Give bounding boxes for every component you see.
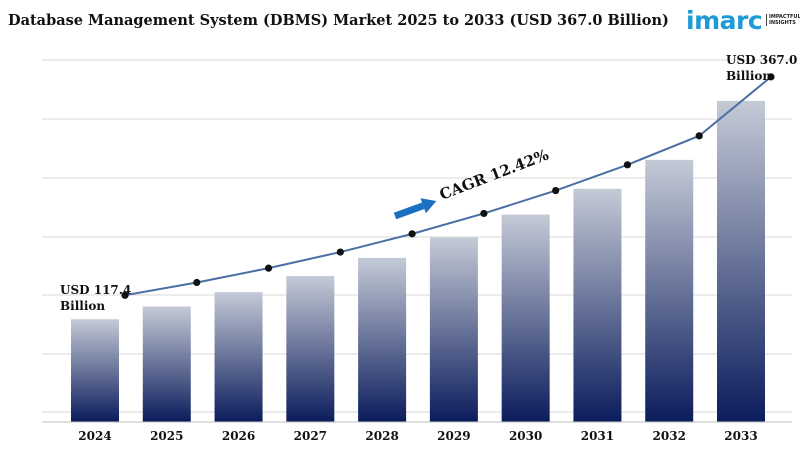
trend-marker bbox=[695, 132, 703, 140]
trend-line bbox=[121, 73, 775, 299]
x-tick-label: 2025 bbox=[150, 429, 183, 443]
bar-2025 bbox=[142, 306, 191, 422]
cagr-label: CAGR 12.42% bbox=[437, 146, 551, 204]
start-value-label: Billion bbox=[60, 299, 105, 313]
cagr-arrow-head bbox=[420, 198, 437, 214]
trend-marker bbox=[193, 278, 201, 287]
imarc-logo: imarc IMPACTFUL INSIGHTS bbox=[686, 6, 800, 40]
x-axis: 2024 2025 2026 2027 2028 2029 2030 2031 2032 2033 bbox=[42, 421, 792, 443]
bar-2027 bbox=[286, 276, 335, 422]
bars bbox=[71, 100, 765, 422]
trend-marker bbox=[336, 248, 344, 256]
cagr-arrow bbox=[393, 198, 437, 220]
x-tick-label: 2030 bbox=[509, 429, 542, 443]
chart-title: Database Management System (DBMS) Market… bbox=[8, 12, 669, 29]
trend-marker bbox=[408, 230, 416, 238]
x-tick-label: 2028 bbox=[365, 429, 398, 443]
bar-2031 bbox=[573, 188, 622, 422]
end-value-label: USD 367.0 bbox=[726, 53, 797, 67]
trend-marker bbox=[552, 186, 560, 195]
x-tick-label: 2033 bbox=[724, 429, 757, 443]
bar-2033 bbox=[717, 100, 765, 422]
x-tick-label: 2029 bbox=[437, 429, 470, 443]
trend-marker bbox=[623, 161, 632, 169]
trend-marker bbox=[121, 291, 129, 299]
logo-tagline: IMPACTFUL INSIGHTS bbox=[766, 14, 800, 26]
bar-2024 bbox=[71, 319, 119, 422]
trend-marker bbox=[480, 209, 488, 218]
end-value-label: Billion bbox=[726, 69, 771, 83]
cagr-arrow-shaft bbox=[393, 202, 425, 220]
trend-marker bbox=[767, 73, 775, 81]
bar-2029 bbox=[429, 237, 478, 422]
bar-2028 bbox=[358, 257, 407, 422]
x-tick-label: 2024 bbox=[78, 429, 111, 443]
start-value-label: USD 117.4 bbox=[60, 283, 131, 297]
bar-2032 bbox=[645, 159, 694, 422]
trend-marker bbox=[264, 264, 273, 272]
trend-line-path bbox=[124, 76, 772, 297]
x-tick-label: 2032 bbox=[653, 429, 686, 443]
x-tick-label: 2031 bbox=[581, 429, 614, 443]
bar-2026 bbox=[214, 292, 263, 422]
bar-2030 bbox=[501, 214, 550, 422]
x-tick-label: 2027 bbox=[294, 429, 327, 443]
x-tick-label: 2026 bbox=[222, 429, 255, 443]
logo-wordmark: imarc bbox=[686, 6, 763, 35]
